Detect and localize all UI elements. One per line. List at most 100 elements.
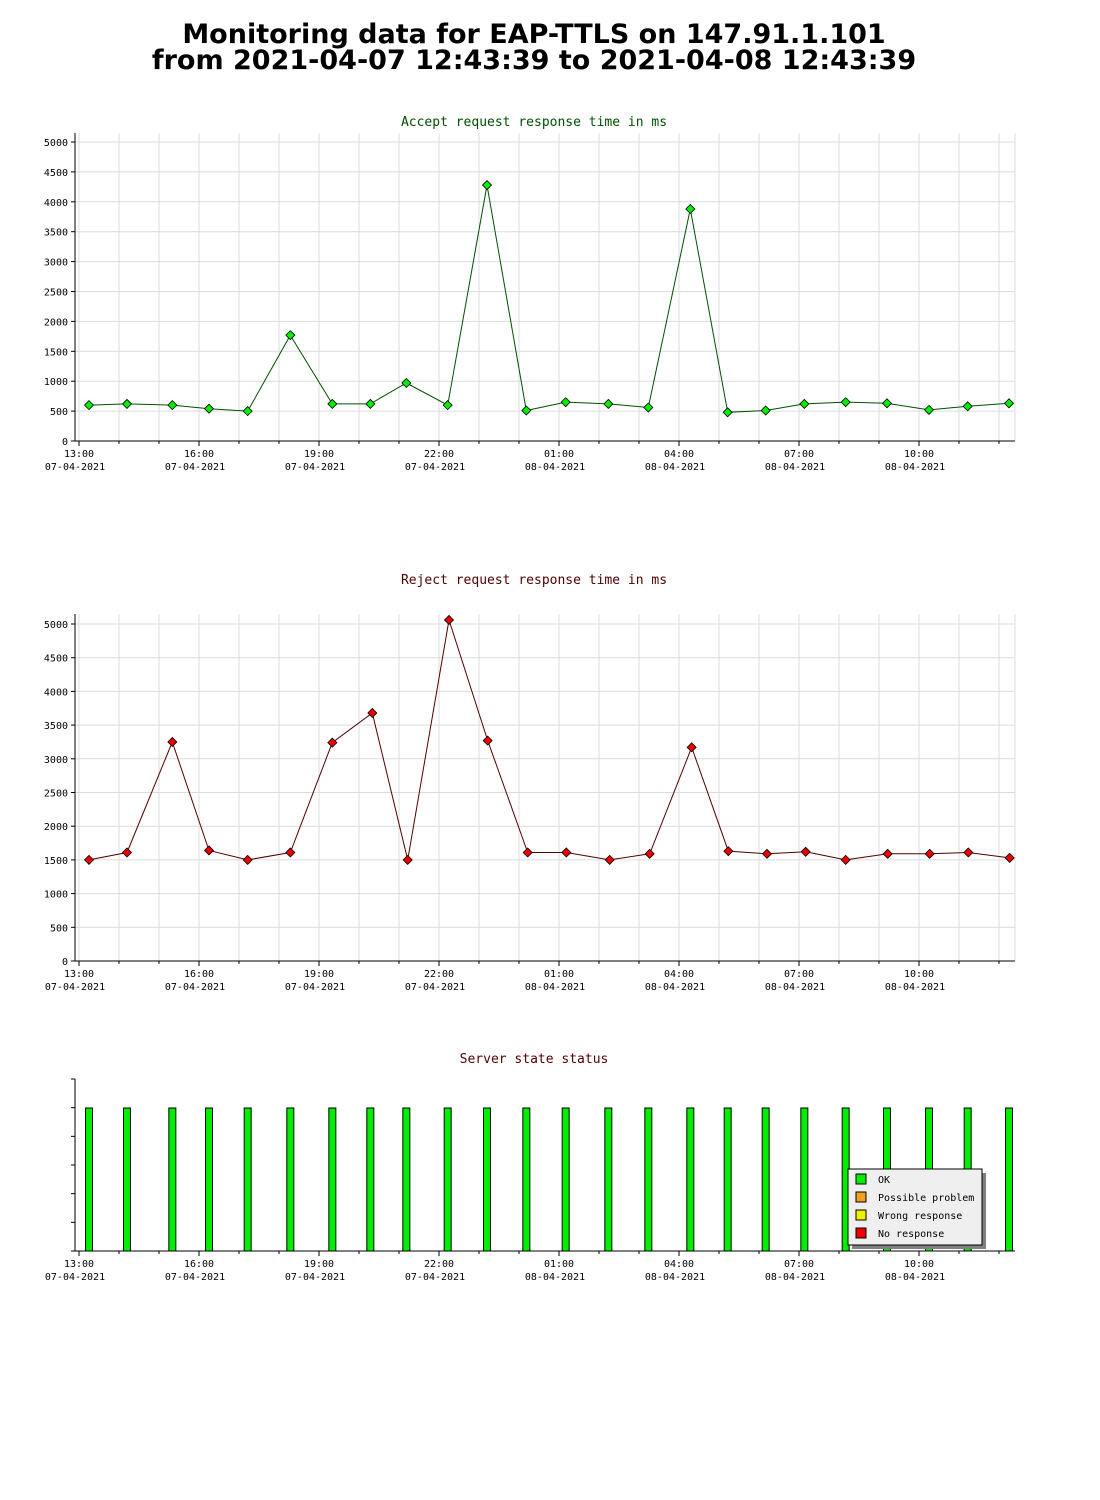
x-tick-label-date: 07-04-2021 (45, 462, 105, 473)
reject-data-point (761, 848, 773, 859)
x-tick-label-date: 08-04-2021 (525, 1272, 585, 1283)
legend-item-possible-problem-label: Possible problem (878, 1193, 974, 1204)
y-tick-label: 2000 (44, 822, 68, 833)
x-tick-label-date: 07-04-2021 (285, 462, 345, 473)
status-bar (800, 1107, 809, 1252)
accept-data-point (365, 398, 376, 409)
y-tick-label: 4500 (44, 168, 68, 179)
y-tick-label: 3000 (44, 755, 68, 766)
x-tick-label-time: 19:00 (304, 969, 334, 980)
x-tick-label-time: 04:00 (664, 449, 694, 460)
accept-data-point (923, 404, 935, 415)
status-bar (644, 1107, 653, 1252)
page-title: Monitoring data for EAP-TTLS on 147.91.1… (0, 19, 1068, 76)
x-tick-label-time: 04:00 (664, 1259, 694, 1270)
accept-data-point (167, 400, 178, 411)
accept-data-point (722, 407, 733, 418)
x-tick-label-time: 19:00 (304, 1259, 334, 1270)
y-tick-label: 5000 (44, 620, 68, 631)
accept-series-line (88, 185, 1010, 413)
reject-data-point (800, 846, 811, 857)
x-tick-label-date: 07-04-2021 (285, 982, 345, 993)
y-tick-label: 1500 (44, 856, 68, 867)
y-tick-label: 2500 (44, 789, 68, 800)
legend-item-wrong-response-label: Wrong response (878, 1211, 962, 1222)
reject-data-point (882, 848, 893, 859)
x-tick-label-time: 16:00 (184, 1259, 214, 1270)
reject-data-point (1004, 852, 1015, 863)
reject-data-point (723, 846, 734, 857)
status-bar (522, 1107, 531, 1252)
x-tick-label-time: 04:00 (664, 969, 694, 980)
legend-item-wrong-response-swatch (855, 1209, 867, 1221)
page-title-line-2: from 2021-04-07 12:43:39 to 2021-04-08 1… (151, 45, 917, 76)
reject-data-point (203, 845, 215, 856)
legend-item-possible-problem-swatch (855, 1191, 867, 1203)
reject-data-point (285, 847, 296, 858)
y-tick-label: 500 (50, 407, 68, 418)
legend-item-no-response-swatch (855, 1227, 867, 1239)
y-tick-label: 3000 (44, 258, 68, 269)
x-tick-label-time: 07:00 (784, 969, 814, 980)
x-tick-label-date: 07-04-2021 (405, 982, 465, 993)
accept-data-point (603, 398, 614, 409)
x-tick-label-time: 13:00 (64, 969, 94, 980)
x-tick-label-time: 16:00 (184, 449, 214, 460)
x-tick-label-date: 08-04-2021 (885, 1272, 945, 1283)
status-bar (366, 1107, 375, 1252)
y-tick-label: 1000 (44, 890, 68, 901)
accept-chart-title: Accept request response time in ms (401, 115, 667, 130)
status-bar (686, 1107, 695, 1252)
reject-data-point (83, 854, 95, 865)
x-tick-label-date: 08-04-2021 (765, 982, 825, 993)
x-tick-label-date: 07-04-2021 (165, 462, 225, 473)
status-bar (123, 1107, 131, 1252)
y-tick-label: 5000 (44, 138, 68, 149)
x-tick-label-date: 07-04-2021 (165, 1272, 225, 1283)
accept-data-point (643, 402, 654, 413)
x-tick-label-date: 07-04-2021 (405, 1272, 465, 1283)
reject-data-point (840, 854, 851, 865)
page-title-line-1: Monitoring data for EAP-TTLS on 147.91.1… (182, 19, 886, 50)
reject-chart: Reject request response time in ms 0 500 10… (44, 573, 1016, 993)
reject-data-point (561, 847, 572, 858)
accept-data-point (840, 397, 851, 408)
reject-data-point (121, 847, 133, 858)
x-tick-label-date: 08-04-2021 (885, 462, 945, 473)
y-tick-label: 0 (62, 437, 68, 448)
reject-data-point (604, 854, 615, 865)
x-tick-label-date: 08-04-2021 (645, 1272, 705, 1283)
reject-data-point (482, 735, 493, 746)
accept-data-point (442, 400, 453, 411)
x-tick-label-time: 07:00 (784, 1259, 814, 1270)
reject-data-point (522, 847, 533, 858)
x-tick-label-time: 10:00 (904, 969, 934, 980)
accept-data-point (881, 398, 893, 409)
accept-data-point (685, 203, 696, 215)
reject-data-point (686, 742, 697, 753)
reject-data-point (242, 854, 253, 865)
status-bar (443, 1107, 452, 1252)
accept-data-point (760, 405, 771, 416)
x-tick-label-date: 08-04-2021 (885, 982, 945, 993)
x-tick-label-date: 07-04-2021 (405, 462, 465, 473)
accept-data-point (285, 330, 296, 341)
status-bar (85, 1107, 93, 1252)
accept-data-point (962, 401, 973, 412)
accept-data-point (1003, 398, 1015, 409)
x-tick-label-date: 08-04-2021 (525, 982, 585, 993)
reject-data-point (167, 736, 178, 748)
y-tick-label: 4000 (44, 687, 68, 698)
x-tick-label-time: 01:00 (544, 1259, 574, 1270)
x-tick-label-date: 08-04-2021 (765, 1272, 825, 1283)
accept-data-point (83, 400, 95, 411)
reject-data-point (924, 848, 935, 859)
status-legend: OK Possible problem Wrong response No respo… (847, 1168, 986, 1249)
x-tick-label-time: 16:00 (184, 969, 214, 980)
accept-data-point (203, 403, 215, 414)
status-bar (723, 1107, 732, 1252)
reject-data-point (327, 737, 338, 748)
x-tick-label-date: 07-04-2021 (165, 982, 225, 993)
status-bar (561, 1107, 570, 1252)
accept-chart: Accept request response time in ms 0 500 10… (44, 115, 1016, 473)
